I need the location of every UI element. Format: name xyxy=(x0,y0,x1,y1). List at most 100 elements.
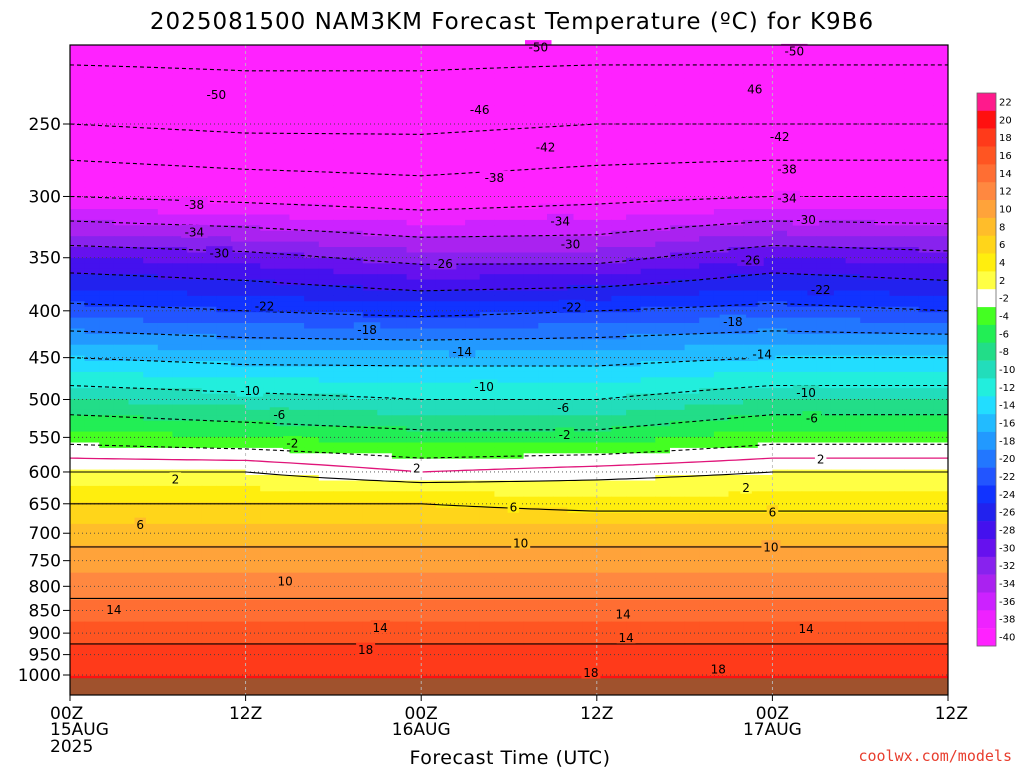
temperature-cell xyxy=(494,442,510,449)
temperature-cell xyxy=(567,355,583,362)
temperature-cell xyxy=(479,160,495,167)
temperature-cell xyxy=(874,225,890,232)
temperature-cell xyxy=(260,355,276,362)
temperature-cell xyxy=(699,192,715,199)
temperature-cell xyxy=(904,339,920,346)
temperature-cell xyxy=(611,312,627,319)
temperature-cell xyxy=(509,45,525,47)
temperature-cell xyxy=(670,409,686,416)
temperature-cell xyxy=(801,45,817,47)
temperature-cell xyxy=(289,171,305,177)
temperature-cell xyxy=(655,241,671,248)
temperature-cell xyxy=(157,377,173,384)
temperature-cell xyxy=(918,393,934,400)
temperature-cell xyxy=(830,122,847,129)
temperature-cell xyxy=(289,84,305,91)
temperature-cell xyxy=(889,236,905,243)
temperature-cell xyxy=(187,377,203,384)
temperature-cell xyxy=(757,295,773,302)
temperature-cell xyxy=(684,447,700,454)
temperature-cell xyxy=(918,415,934,422)
temperature-cell xyxy=(143,198,159,205)
temperature-cell xyxy=(918,67,934,74)
temperature-cell xyxy=(304,154,320,161)
temperature-cell xyxy=(830,73,847,80)
temperature-cell xyxy=(713,176,730,183)
temperature-cell xyxy=(596,122,612,129)
temperature-cell xyxy=(699,355,715,362)
temperature-cell xyxy=(377,377,393,384)
temperature-cell xyxy=(626,404,642,411)
temperature-cell xyxy=(304,236,320,243)
temperature-cell xyxy=(816,198,832,205)
temperature-cell xyxy=(509,111,525,118)
temperature-cell xyxy=(684,247,700,253)
temperature-cell xyxy=(274,165,291,172)
temperature-cell xyxy=(216,116,232,123)
temperature-cell xyxy=(157,247,173,253)
temperature-cell xyxy=(84,89,100,96)
temperature-cell xyxy=(713,209,730,215)
temperature-cell xyxy=(772,431,788,438)
temperature-cell xyxy=(904,84,920,91)
temperature-cell xyxy=(816,127,832,134)
temperature-cell xyxy=(830,192,847,199)
temperature-cell xyxy=(596,187,612,194)
temperature-cell xyxy=(435,469,451,476)
temperature-cell xyxy=(157,187,173,194)
temperature-cell xyxy=(552,469,569,476)
temperature-cell xyxy=(289,344,305,351)
temperature-cell xyxy=(860,138,876,145)
temperature-cell xyxy=(318,464,334,471)
temperature-cell xyxy=(567,295,583,302)
temperature-cell xyxy=(904,268,920,275)
temperature-cell xyxy=(362,306,378,313)
temperature-cell xyxy=(157,73,173,80)
temperature-cell xyxy=(670,78,686,85)
temperature-cell xyxy=(391,230,408,237)
temperature-cell xyxy=(362,268,378,275)
temperature-cell xyxy=(889,45,905,47)
temperature-cell xyxy=(670,339,686,346)
temperature-cell xyxy=(684,442,700,449)
temperature-cell xyxy=(596,263,612,270)
temperature-cell xyxy=(904,133,920,139)
temperature-cell xyxy=(699,323,715,329)
temperature-cell xyxy=(289,225,305,232)
temperature-cell xyxy=(713,241,730,248)
temperature-cell xyxy=(450,393,466,400)
temperature-cell xyxy=(99,219,115,226)
temperature-cell xyxy=(772,458,788,465)
temperature-cell xyxy=(757,388,773,395)
temperature-cell xyxy=(465,78,481,85)
temperature-cell xyxy=(260,95,276,101)
temperature-cell xyxy=(494,57,510,63)
temperature-cell xyxy=(421,453,437,460)
temperature-cell xyxy=(450,447,466,454)
temperature-cell xyxy=(801,333,817,340)
temperature-cell xyxy=(70,214,86,221)
temperature-cell xyxy=(757,323,773,329)
temperature-cell xyxy=(274,480,291,487)
temperature-cell xyxy=(816,51,832,58)
temperature-cell xyxy=(494,279,510,286)
temperature-cell xyxy=(670,209,686,215)
temperature-cell xyxy=(918,458,934,465)
temperature-cell xyxy=(479,230,495,237)
temperature-cell xyxy=(260,73,276,80)
temperature-cell xyxy=(509,176,525,183)
temperature-cell xyxy=(743,437,759,443)
temperature-cell xyxy=(640,312,656,319)
temperature-cell xyxy=(348,122,364,129)
temperature-cell xyxy=(743,105,759,112)
temperature-cell xyxy=(348,371,364,378)
temperature-cell xyxy=(143,295,159,302)
temperature-cell xyxy=(640,382,656,389)
temperature-cell xyxy=(274,203,291,210)
temperature-cell xyxy=(421,198,437,205)
temperature-cell xyxy=(933,437,948,443)
temperature-cell xyxy=(860,301,876,308)
temperature-cell xyxy=(830,171,847,177)
temperature-cell xyxy=(816,447,832,454)
temperature-cell xyxy=(611,409,627,416)
